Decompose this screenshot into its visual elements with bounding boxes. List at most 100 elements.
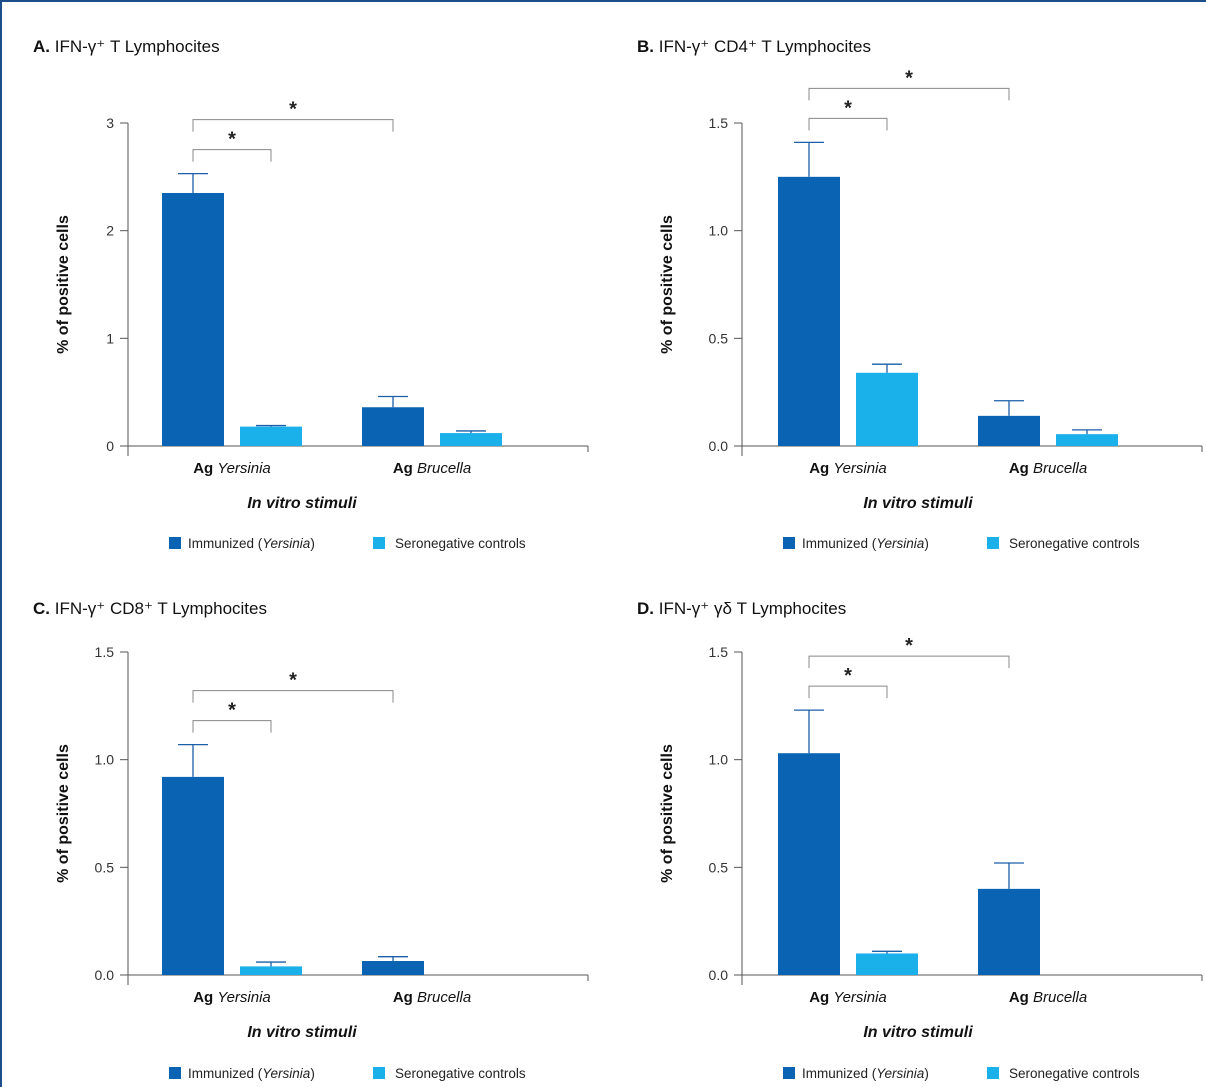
panel-title: A. IFN-γ⁺ T Lymphocites (33, 37, 220, 56)
legend-label-immunized: Immunized (Yersinia) (802, 1066, 929, 1081)
x-tick-label-bold: Ag (393, 989, 417, 1006)
legend-swatch-seronegative (987, 537, 999, 549)
legend-swatch-seronegative (373, 1067, 385, 1079)
legend-label-italic: Yersinia (262, 536, 311, 551)
y-tick-label: 0.0 (709, 967, 729, 983)
x-tick-label-italic: Brucella (417, 989, 471, 1006)
legend-label-immunized: Immunized (Yersinia) (188, 536, 315, 551)
legend-label-italic: Yersinia (262, 1066, 311, 1081)
y-axis-label: % of positive cells (659, 215, 676, 354)
significance-star: * (228, 129, 236, 151)
legend-label-italic: Yersinia (876, 1066, 925, 1081)
legend-swatch-seronegative (987, 1067, 999, 1079)
panel-title-text: IFN-γ⁺ T Lymphocites (55, 37, 220, 56)
x-tick-label-bold: Ag (393, 460, 417, 477)
panel-title-text: IFN-γ⁺ CD8⁺ T Lymphocites (55, 599, 267, 618)
x-tick-label-italic: Brucella (417, 460, 471, 477)
y-tick-label: 1.0 (95, 752, 115, 768)
x-tick-label-bold: Ag (809, 460, 833, 477)
panel-title: C. IFN-γ⁺ CD8⁺ T Lymphocites (33, 599, 267, 618)
significance-star: * (289, 670, 297, 692)
bar-immunized (978, 888, 1040, 975)
significance-bracket (808, 87, 1010, 101)
panel-letter: D. (637, 599, 659, 618)
x-tick-label-italic: Brucella (1033, 989, 1087, 1006)
x-tick-label-bold: Ag (193, 989, 217, 1006)
legend: Immunized (Yersinia) Seronegative control… (169, 1066, 526, 1081)
y-tick-label: 0.5 (709, 330, 729, 346)
x-tick-label: Ag Yersinia (193, 989, 271, 1006)
panel-title: B. IFN-γ⁺ CD4⁺ T Lymphocites (637, 37, 871, 56)
bar-immunized (162, 776, 224, 975)
y-tick-label: 0.5 (95, 859, 115, 875)
x-tick-label-italic: Yersinia (217, 989, 270, 1006)
y-tick-label: 0.0 (95, 967, 115, 983)
significance-star: * (905, 67, 913, 89)
y-tick-label: 2 (106, 223, 114, 239)
legend-swatch-immunized (783, 1067, 795, 1079)
x-axis-label: In vitro stimuli (863, 495, 973, 512)
significance-bracket (192, 149, 272, 162)
significance-bracket (192, 119, 394, 132)
bar-immunized (778, 753, 840, 975)
bar-immunized (362, 961, 424, 975)
legend-swatch-immunized (783, 537, 795, 549)
x-tick-label-bold: Ag (193, 460, 217, 477)
x-tick-label: Ag Brucella (393, 989, 471, 1006)
legend-label-suffix: ) (310, 1066, 315, 1081)
x-tick-label-bold: Ag (1009, 989, 1033, 1006)
significance-star: * (289, 99, 297, 121)
panel-letter: B. (637, 37, 659, 56)
chart-panel-b: B. IFN-γ⁺ CD4⁺ T Lymphocites 0.0 0.5 1.0 1.5… (637, 37, 1203, 551)
x-axis-label: In vitro stimuli (247, 1024, 357, 1041)
x-tick-label-italic: Yersinia (833, 460, 886, 477)
bar-immunized (162, 192, 224, 446)
significance-star: * (844, 665, 852, 687)
y-tick-label: 1.5 (95, 644, 115, 660)
y-tick-label: 1 (106, 330, 114, 346)
bar-seronegative (440, 433, 502, 446)
x-tick-label: Ag Yersinia (809, 460, 887, 477)
x-tick-label: Ag Brucella (1009, 989, 1087, 1006)
legend-label-seronegative: Seronegative controls (1009, 536, 1140, 551)
legend-label-seronegative: Seronegative controls (1009, 1066, 1140, 1081)
panel-title: D. IFN-γ⁺ γδ T Lymphocites (637, 599, 846, 618)
panel-letter: A. (33, 37, 55, 56)
significance-bracket (808, 655, 1010, 669)
y-tick-label: 0.5 (709, 859, 729, 875)
bar-immunized (978, 415, 1040, 446)
y-axis-label: % of positive cells (55, 215, 72, 354)
x-tick-label-bold: Ag (809, 989, 833, 1006)
bar-seronegative (856, 953, 918, 975)
significance-bracket (808, 685, 888, 699)
y-tick-label: 0 (106, 438, 114, 454)
y-tick-label: 1.0 (709, 752, 729, 768)
bar-seronegative (240, 426, 302, 446)
x-tick-label-italic: Yersinia (217, 460, 270, 477)
panel-title-text: IFN-γ⁺ γδ T Lymphocites (659, 599, 847, 618)
y-tick-label: 1.5 (709, 644, 729, 660)
legend-label-suffix: ) (924, 1066, 929, 1081)
x-tick-label: Ag Brucella (1009, 460, 1087, 477)
significance-star: * (844, 97, 852, 119)
x-tick-label: Ag Yersinia (193, 460, 271, 477)
significance-bracket (808, 117, 888, 131)
legend-label-immunized: Immunized (Yersinia) (802, 536, 929, 551)
legend-label-seronegative: Seronegative controls (395, 1066, 526, 1081)
y-axis-label: % of positive cells (659, 744, 676, 883)
legend-swatch-seronegative (373, 537, 385, 549)
legend-label-prefix: Immunized ( (188, 536, 263, 551)
significance-bracket (192, 690, 394, 703)
y-tick-label: 1.5 (709, 115, 729, 131)
y-tick-label: 3 (106, 115, 114, 131)
panel-letter: C. (33, 599, 55, 618)
y-tick-label: 0.0 (709, 438, 729, 454)
significance-star: * (905, 635, 913, 657)
significance-bracket (192, 720, 272, 733)
x-tick-label-bold: Ag (1009, 460, 1033, 477)
bar-seronegative (1056, 434, 1118, 446)
x-axis-label: In vitro stimuli (247, 495, 357, 512)
legend-label-suffix: ) (310, 536, 315, 551)
